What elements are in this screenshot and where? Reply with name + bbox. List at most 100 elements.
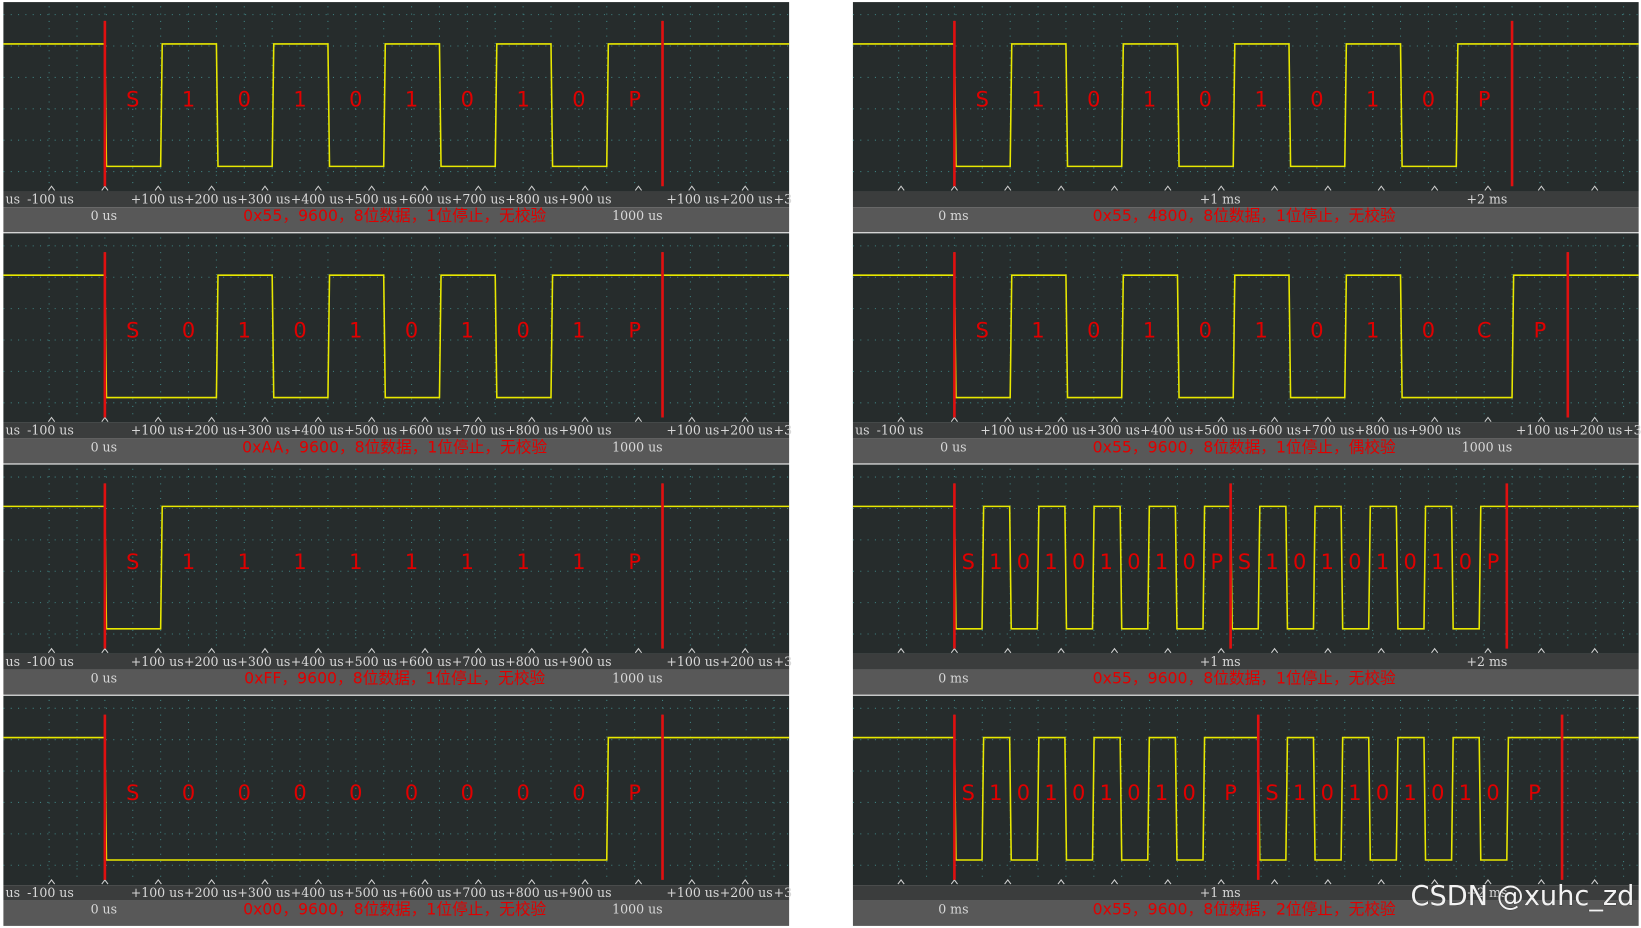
tick-mark [581,185,589,191]
tick-mark [1110,416,1119,422]
axis-label: -100 us [877,423,924,438]
tick-mark [208,185,216,191]
bit-label: 1 [1143,87,1156,111]
axis-label: +300 us [237,423,290,438]
bit-label: 0 [1422,87,1435,111]
bit-label: 1 [1293,781,1306,805]
axis-label: +700 us [452,885,505,900]
bit-label: 1 [182,550,195,574]
caption: 0x55，9600，8位数据，2位停止，无校验 [1093,900,1396,919]
bit-label: 0 [1321,781,1334,805]
waveform [852,43,1639,168]
tick-mark [421,879,429,885]
tick-mark [528,879,536,885]
tick-mark [1057,185,1065,191]
caption: 0x55，4800，8位数据，1位停止，无校验 [1093,206,1396,225]
axis-label: +3 [1623,423,1641,438]
bit-label: P [1224,781,1237,805]
bit-label: 1 [1155,550,1168,574]
axis-label: us [855,423,870,438]
axis-label: us [6,885,21,900]
tick-mark [421,185,429,191]
tick-mark [1377,185,1385,191]
axis-label: +900 us [559,885,612,900]
bit-label: S [976,87,989,111]
plot-area [852,233,1639,423]
tick-mark [314,879,322,885]
axis-label: +2 ms [1467,654,1508,669]
tick-mark [1271,416,1279,422]
bit-label: 1 [1143,319,1156,343]
axis-label: +300 us [237,654,290,669]
bit-label: 0 [516,319,529,343]
bit-label: 0 [1459,550,1472,574]
bit-label: 0 [572,87,585,111]
tick-mark [1217,185,1225,191]
tick-mark [154,416,162,422]
axis-label: +500 us [344,191,397,206]
axis-label: +3 [774,191,793,206]
axis-label: us [6,654,21,669]
tick-mark [208,416,216,422]
bit-label: P [628,781,641,805]
plot-area [3,233,790,423]
tick-mark [1537,879,1545,885]
tick-mark [1591,647,1599,654]
bit-label: 0 [1486,781,1499,805]
axis-label: +2 ms [1467,885,1508,900]
tick-mark [1164,416,1172,422]
waveform [3,274,790,399]
scope-panel: S 1 0 1 0 1 0 1 0 C Pus -100 us0 us+100 us +200 us +3… [852,233,1641,464]
bit-label: S [126,550,139,574]
bit-label: 0 [1376,781,1389,805]
bit-label: 1 [572,319,585,343]
tick-mark [1164,879,1172,885]
bit-label: 1 [1155,781,1168,805]
bit-label: 0 [461,781,474,805]
tick-mark [47,185,56,191]
bit-label: 0 [238,87,251,111]
bit-label: 1 [349,550,362,574]
bit-label: P [1211,550,1224,574]
bit-label: S [126,87,139,111]
tick-mark [474,185,482,191]
tick-mark [1377,647,1385,654]
caption: 0x00，9600，8位数据，1位停止，无校验 [243,900,546,919]
bit-label: 0 [349,87,362,111]
tick-mark [1110,647,1119,654]
tick-mark [261,879,269,885]
axis-label: +200 us [720,885,773,900]
axis-label: 1000 us [612,439,662,454]
caption-strip [852,438,1639,464]
axis-label: +200 us [720,191,773,206]
axis-strip [3,885,790,901]
bit-label: 1 [1254,319,1267,343]
bit-label: 0 [1017,781,1030,805]
axis-label: +2 ms [1467,191,1508,206]
caption-strip [3,438,790,464]
bit-label: 1 [1031,319,1044,343]
axis-label: +600 us [399,654,452,669]
bit-label: 1 [293,87,306,111]
tick-mark [1324,416,1332,422]
axis-label: +400 us [291,423,344,438]
bit-label: 0 [1127,550,1140,574]
axis-label: -100 us [27,654,74,669]
caption-strip [3,669,790,695]
bit-label: 1 [182,87,195,111]
bit-label: 1 [1366,87,1379,111]
tick-mark [1431,185,1439,191]
axis-label: +900 us [559,423,612,438]
bit-label: 0 [405,781,418,805]
bit-label: 1 [516,87,529,111]
axis-label: +100 us [666,191,719,206]
bit-label: S [976,319,989,343]
bit-label: 0 [1348,550,1361,574]
tick-mark [368,647,376,654]
tick-mark [1377,416,1385,422]
bit-label: 0 [293,319,306,343]
axis-label: +800 us [1355,423,1408,438]
axis-label: 0 us [91,670,118,685]
tick-mark [261,416,269,422]
waveform [3,736,790,861]
